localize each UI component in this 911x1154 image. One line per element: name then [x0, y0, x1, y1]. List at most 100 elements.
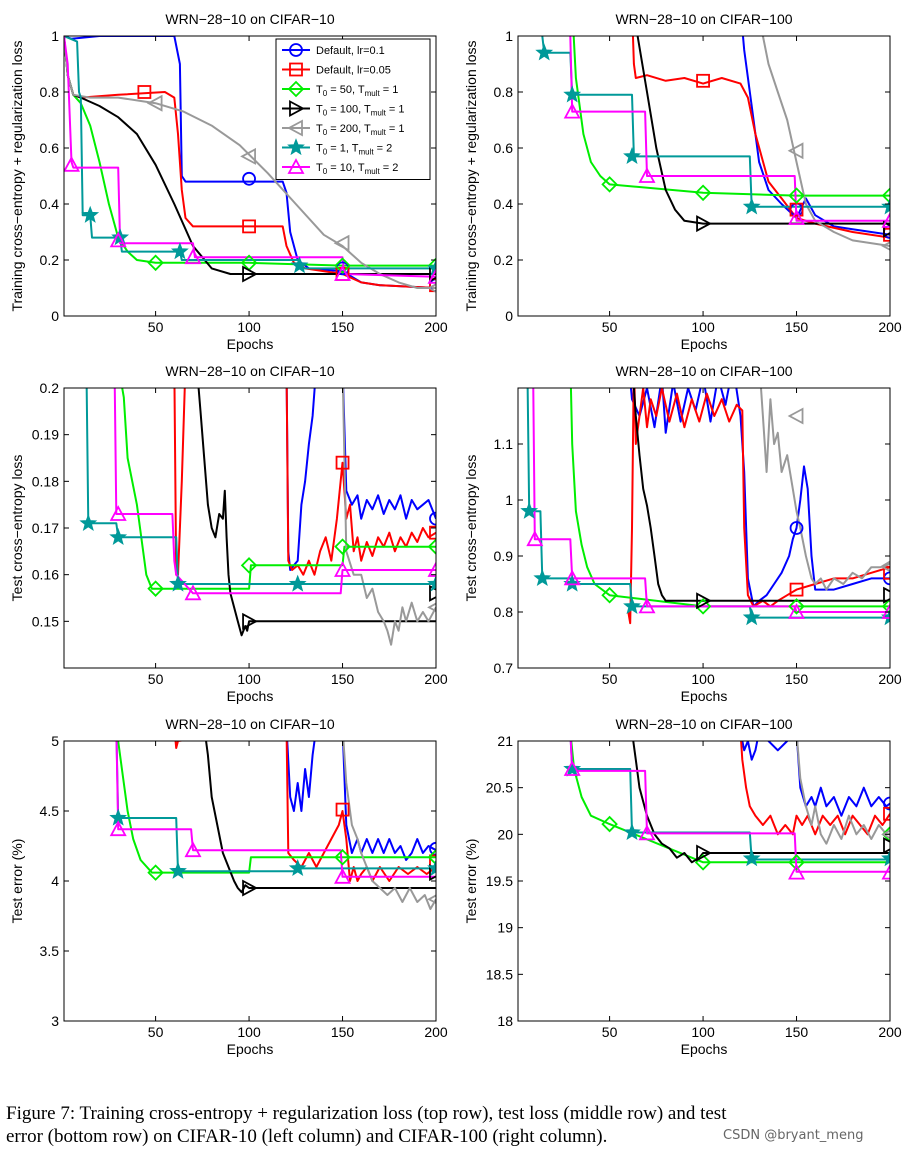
y-tick-label: 0.2: [40, 252, 60, 268]
data-marker-t1_m2: [427, 859, 436, 877]
data-marker-t50_m1: [601, 586, 618, 604]
series-line-t100_m1: [205, 741, 436, 894]
data-marker-default_lr005: [883, 565, 890, 580]
y-tick-label: 0.7: [494, 660, 514, 676]
y-tick-label: 1: [505, 492, 513, 508]
data-marker-t10_m2: [184, 584, 202, 601]
legend-text-part: T: [316, 162, 323, 174]
legend-entry-t200_m1: T0 = 200, Tmult = 1: [282, 119, 405, 137]
x-tick-label: 100: [237, 671, 261, 687]
legend-text-part: = 2: [374, 143, 393, 155]
y-tick-label: 5: [51, 733, 59, 749]
chart-title: WRN−28−10 on CIFAR−10: [165, 363, 334, 379]
legend-subscript: 0: [323, 148, 328, 157]
data-marker-t10_m2: [109, 505, 127, 521]
data-marker-t10_m2: [881, 863, 890, 880]
legend-marker: [287, 119, 303, 137]
y-axis-label: Test cross−entropy loss: [463, 455, 479, 602]
y-tick-label: 0.8: [494, 604, 514, 620]
data-marker-t1_m2: [881, 849, 890, 867]
series-line-t200_m1: [342, 741, 436, 910]
data-marker-default_lr005: [429, 278, 436, 293]
series-group: [64, 36, 436, 293]
series-line-t10_m2: [532, 388, 890, 613]
caption-line-2: error (bottom row) on CIFAR-10 (left col…: [6, 1126, 608, 1147]
data-marker-default_lr01: [429, 841, 436, 856]
legend-label: T0 = 100, Tmult = 1: [316, 104, 405, 118]
figure-caption: Figure 7: Training cross-entropy + regul…: [6, 1102, 911, 1148]
x-tick-label: 100: [691, 319, 715, 335]
series-group: [563, 741, 890, 880]
data-marker-t50_m1: [694, 184, 712, 202]
series-line-t50_m1: [572, 36, 890, 197]
x-axis-label: Epochs: [227, 688, 274, 704]
data-marker-t100_m1: [242, 879, 258, 897]
data-marker-t50_m1: [427, 538, 436, 555]
legend-subscript: mult: [365, 167, 381, 176]
data-marker-t1_m2: [169, 861, 187, 879]
series-line-t200_m1: [761, 36, 890, 247]
y-tick-label: 3.5: [40, 943, 60, 959]
series-line-t200_m1: [341, 388, 436, 646]
data-marker-t50_m1: [147, 254, 164, 272]
legend-marker: [289, 43, 303, 57]
data-marker-t50_m1: [601, 815, 618, 833]
data-marker-t1_m2: [288, 859, 307, 877]
data-marker-t100_m1: [429, 265, 436, 283]
legend-label: Default, lr=0.05: [316, 65, 391, 77]
series-line-t100_m1: [636, 36, 890, 225]
y-axis-label: Training cross−entropy + regularization …: [463, 40, 479, 311]
series-line-t200_m1: [759, 388, 890, 591]
data-marker-t1_m2: [533, 569, 552, 587]
data-marker-t10_m2: [788, 603, 806, 619]
data-marker-t1_m2: [742, 197, 761, 215]
y-tick-label: 0.19: [32, 427, 59, 443]
x-tick-label: 200: [424, 671, 448, 687]
legend-text-part: = 1: [386, 123, 405, 135]
data-marker-default_lr01: [789, 521, 804, 535]
legend-text-part: = 100, T: [327, 104, 371, 116]
legend-text-part: T: [316, 143, 323, 155]
chart-title: WRN−28−10 on CIFAR−10: [165, 11, 334, 27]
y-tick-label: 0: [505, 308, 513, 324]
data-marker-t50_m1: [427, 257, 436, 274]
data-marker-t100_m1: [696, 592, 712, 610]
data-marker-t1_m2: [623, 823, 641, 841]
y-tick-label: 18.5: [486, 966, 513, 982]
data-marker-t10_m2: [184, 841, 202, 858]
data-marker-t50_m1: [334, 538, 351, 555]
data-marker-t1_m2: [742, 849, 761, 867]
y-tick-label: 1.1: [494, 436, 514, 452]
y-tick-label: 20.5: [486, 780, 513, 796]
x-tick-label: 100: [237, 319, 261, 335]
series-line-t100_m1: [632, 388, 890, 602]
x-tick-label: 200: [424, 319, 448, 335]
legend-text-part: = 1, T: [327, 143, 359, 155]
chart-panel-2: 50 100 150 200 0 0.2 0.4 0.6 0.8 1 WRN−28−10 on CI…: [463, 11, 902, 352]
plot-frame: [63, 35, 437, 317]
data-marker-t10_m2: [334, 867, 352, 884]
data-marker-t100_m1: [696, 215, 712, 233]
data-marker-t50_m1: [694, 598, 712, 615]
legend-marker: [287, 80, 305, 98]
x-tick-label: 150: [785, 671, 809, 687]
data-marker-t1_m2: [427, 574, 436, 592]
series-line-t200_m1: [796, 741, 890, 845]
legend-entry-t100_m1: T0 = 100, Tmult = 1: [282, 99, 405, 118]
y-tick-label: 18: [497, 1013, 513, 1029]
data-marker-t1_m2: [109, 527, 128, 545]
x-tick-label: 100: [691, 671, 715, 687]
series-group: [535, 36, 890, 251]
y-tick-label: 0: [51, 308, 59, 324]
x-axis-label: Epochs: [681, 688, 728, 704]
legend-subscript: 0: [323, 89, 328, 98]
y-tick-label: 0.16: [32, 567, 59, 583]
data-marker-default_lr005: [696, 73, 710, 88]
series-line-default_lr005: [174, 741, 436, 882]
data-marker-t10_m2: [788, 209, 806, 225]
legend-text-part: = 1: [386, 104, 405, 116]
data-marker-t200_m1: [787, 142, 804, 160]
legend-label: T0 = 10, Tmult = 2: [316, 162, 398, 176]
y-axis-label: Test cross−entropy loss: [9, 455, 25, 602]
